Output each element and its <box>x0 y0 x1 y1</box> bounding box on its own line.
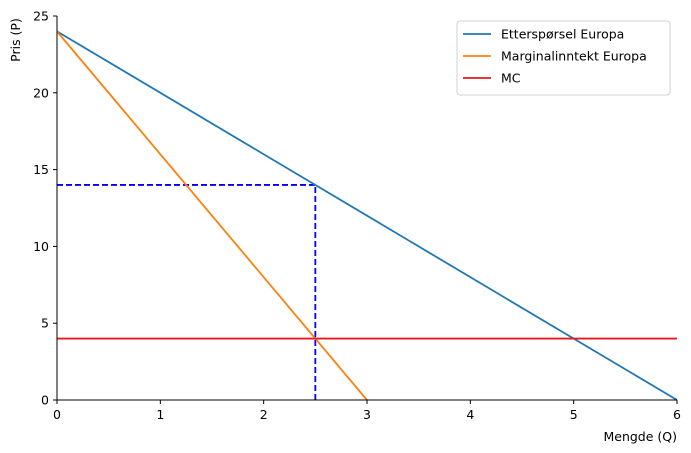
x-ticks: 0 1 2 3 4 5 6 <box>53 400 681 422</box>
y-tick-label: 15 <box>33 162 49 177</box>
legend-label: Marginalinntekt Europa <box>501 49 647 64</box>
x-tick-label: 5 <box>570 407 578 422</box>
x-tick-label: 6 <box>673 407 681 422</box>
plot-lines <box>56 30 678 401</box>
legend: Etterspørsel Europa Marginalinntekt Europ… <box>456 20 671 96</box>
y-axis-label: Pris (P) <box>8 18 23 62</box>
y-tick-label: 25 <box>33 9 49 24</box>
x-tick-label: 4 <box>466 407 474 422</box>
legend-label: MC <box>501 71 521 86</box>
x-axis-label: Mengde (Q) <box>603 429 677 444</box>
x-tick-label: 0 <box>53 407 61 422</box>
y-tick-label: 0 <box>41 393 49 408</box>
series-line-1 <box>56 30 368 401</box>
x-tick-label: 3 <box>363 407 371 422</box>
y-ticks: 0 5 10 15 20 25 <box>33 9 57 408</box>
legend-label: Etterspørsel Europa <box>501 27 624 42</box>
legend-box <box>456 20 671 96</box>
x-tick-label: 1 <box>156 407 164 422</box>
y-tick-label: 5 <box>41 316 49 331</box>
x-tick-label: 2 <box>260 407 268 422</box>
y-tick-label: 10 <box>33 239 49 254</box>
y-tick-label: 20 <box>33 85 49 100</box>
